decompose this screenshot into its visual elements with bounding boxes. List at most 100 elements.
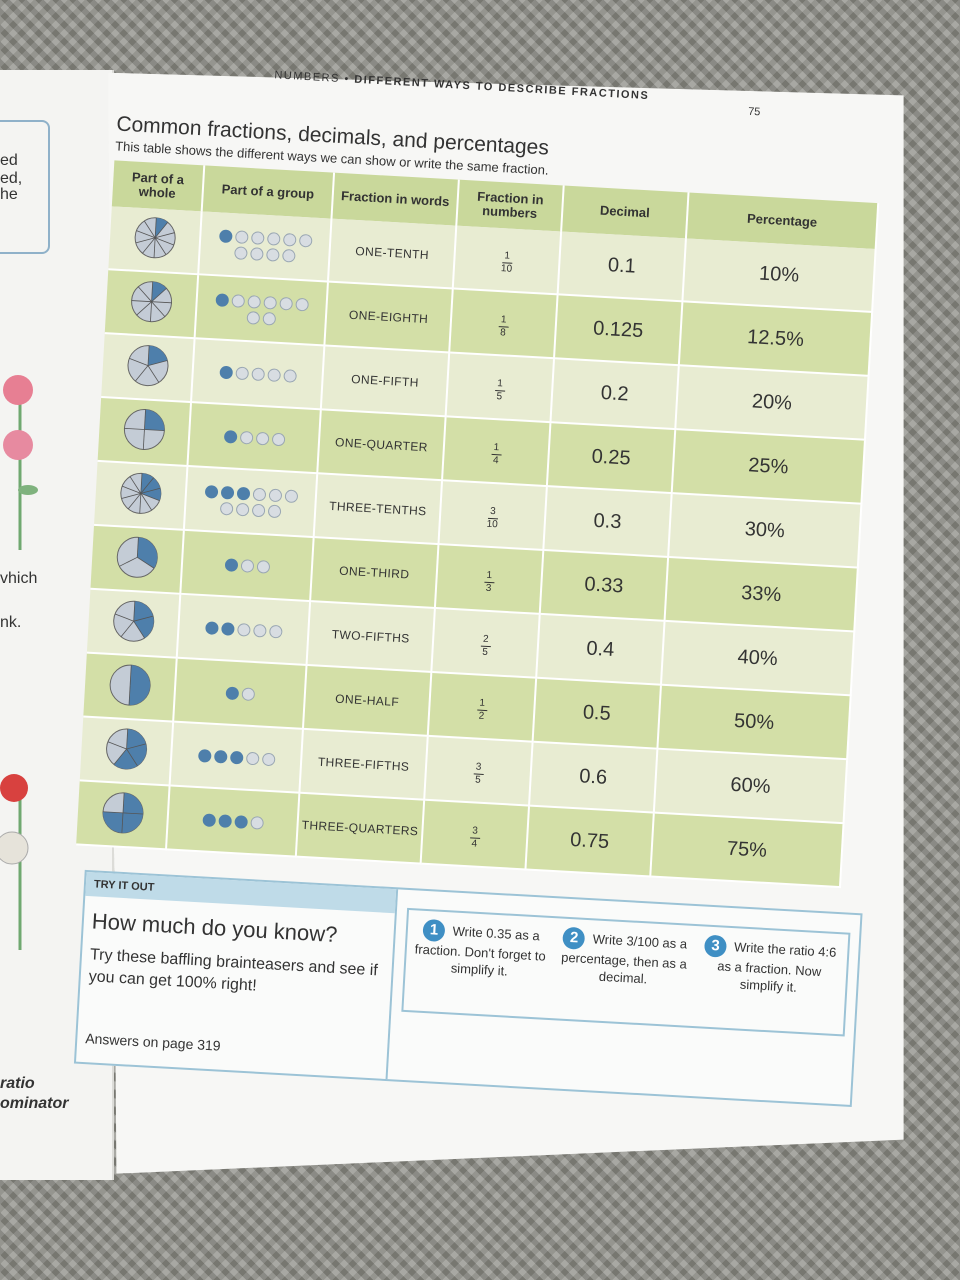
pie-divider — [154, 236, 174, 245]
left-fragment: ed, — [0, 170, 23, 187]
part-of-whole-cell — [108, 206, 202, 275]
table-row: ONE-THIRD 1 3 0.33 33% — [90, 524, 858, 632]
pie-filled-slice — [140, 472, 161, 501]
empty-dot — [268, 624, 283, 638]
filled-dot — [197, 748, 212, 763]
numerator: 1 — [500, 313, 507, 326]
empty-dot — [298, 233, 313, 248]
column-header: Fraction in numbers — [456, 179, 564, 232]
pie-divider — [154, 237, 166, 255]
decimal-value: 0.75 — [525, 805, 654, 877]
pie-divider — [139, 472, 142, 493]
pie-divider — [113, 748, 127, 765]
numerator: 1 — [504, 249, 511, 262]
part-of-whole-cell — [101, 333, 195, 403]
part-of-group-cell — [176, 593, 311, 665]
part-of-whole-cell — [94, 460, 188, 530]
column-header: Fraction in words — [331, 172, 459, 226]
part-of-whole-cell — [86, 588, 181, 658]
filled-dot — [223, 429, 238, 444]
pie-divider — [129, 664, 132, 685]
part-of-whole-cell — [97, 397, 192, 466]
empty-dot — [230, 293, 245, 308]
decimal-value: 0.1 — [557, 231, 686, 302]
denominator: 5 — [474, 774, 481, 786]
header-topic: DIFFERENT WAYS TO DESCRIBE FRACTIONS — [353, 73, 650, 103]
dot-group — [184, 812, 281, 830]
fraction-pie — [134, 216, 176, 258]
empty-dot — [266, 231, 281, 246]
denominator: 2 — [478, 710, 485, 722]
empty-dot — [219, 501, 234, 516]
fraction-pie — [127, 344, 169, 386]
part-of-whole-cell — [83, 652, 177, 722]
pie-divider — [120, 492, 141, 499]
pie-divider — [143, 408, 146, 429]
table-row: ONE-TENTH 1 10 0.1 10% — [108, 206, 876, 312]
dot-group — [188, 748, 285, 766]
left-fragment: ominator — [0, 1095, 69, 1112]
percentage-value: 20% — [675, 365, 869, 440]
empty-dot — [249, 815, 264, 830]
filled-dot — [225, 685, 239, 700]
column-header: Part of a group — [201, 165, 335, 219]
pie-divider — [149, 301, 152, 322]
empty-dot — [245, 751, 260, 765]
table-row: THREE-QUARTERS 3 4 0.75 75% — [76, 780, 844, 888]
pie-divider — [147, 345, 150, 366]
header-separator: • — [344, 73, 351, 86]
pie-divider — [135, 236, 155, 243]
filled-dot — [233, 814, 248, 829]
empty-dot — [271, 432, 285, 446]
pie-divider — [121, 485, 141, 494]
percentage-value: 75% — [650, 812, 844, 888]
try-it-out-title: How much do you know? — [91, 908, 339, 948]
filled-dot — [218, 228, 233, 243]
empty-dot — [240, 686, 255, 701]
denominator: 3 — [485, 582, 492, 594]
empty-dot — [281, 248, 296, 263]
empty-dot — [234, 229, 249, 244]
pie-divider — [128, 357, 148, 366]
pie-divider — [118, 556, 137, 567]
page-number: 75 — [747, 105, 761, 119]
empty-dot — [261, 752, 276, 766]
pie-divider — [122, 811, 143, 814]
pie-divider — [136, 536, 139, 557]
fraction-pie — [130, 280, 172, 322]
pie-divider — [107, 740, 127, 749]
fraction-words: TWO-FIFTHS — [306, 601, 435, 672]
fraction-words: ONE-TENTH — [327, 218, 457, 289]
pie-divider — [136, 556, 154, 569]
pie-divider — [129, 475, 141, 494]
empty-dot — [282, 368, 297, 383]
part-of-whole-cell — [104, 269, 199, 339]
empty-dot — [278, 296, 293, 311]
empty-dot — [262, 295, 277, 310]
part-of-group-cell — [180, 529, 314, 602]
pie-divider — [150, 287, 167, 302]
decimal-value: 0.4 — [536, 613, 665, 685]
left-fragment: ratio — [0, 1075, 35, 1092]
try-it-out-tag: TRY IT OUT — [85, 871, 397, 914]
filled-dot — [220, 485, 234, 500]
numerator: 1 — [479, 697, 486, 709]
empty-dot — [234, 365, 249, 380]
pie-divider — [150, 281, 153, 302]
dot-group — [209, 365, 306, 383]
table-row: TWO-FIFTHS 2 5 0.4 40% — [86, 588, 855, 696]
fraction-pie — [116, 536, 158, 578]
filled-dot — [236, 486, 250, 500]
percentage-value: 50% — [657, 684, 851, 760]
pie-filled-slice — [113, 728, 147, 769]
fractions-table: Part of a whole Part of a group Fraction… — [76, 160, 879, 888]
empty-dot — [246, 310, 260, 325]
left-fragment: ed — [0, 152, 18, 169]
question-text: Write the ratio 4:6 as a fraction. Now s… — [716, 939, 837, 995]
numerator: 1 — [496, 377, 504, 389]
percentage-value: 12.5% — [678, 301, 873, 376]
